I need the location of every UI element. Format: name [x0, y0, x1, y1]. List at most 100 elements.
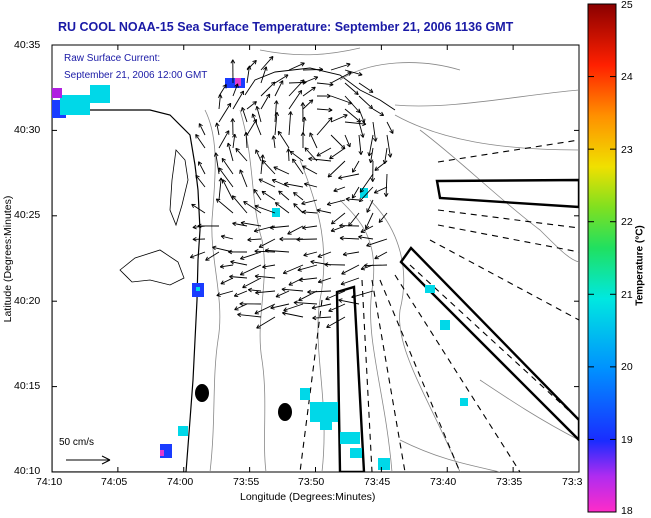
- current-vector-head: [351, 294, 355, 298]
- current-vector-head: [317, 256, 322, 258]
- current-vector-head: [302, 81, 307, 85]
- current-vector-head: [232, 221, 237, 224]
- current-vector: [372, 108, 384, 116]
- current-vector-head: [215, 152, 219, 157]
- current-vector: [293, 192, 304, 201]
- current-vector-head: [345, 196, 350, 200]
- current-vector-head: [269, 227, 274, 230]
- current-vector-head: [317, 279, 322, 283]
- current-vector-head: [216, 295, 221, 297]
- current-vector: [338, 299, 360, 305]
- current-vector-head: [288, 281, 292, 286]
- current-vector-head: [317, 253, 321, 258]
- current-vector: [296, 238, 318, 240]
- current-vector-head: [312, 315, 317, 319]
- current-vector-head: [249, 65, 252, 70]
- current-vector-head: [308, 156, 313, 160]
- current-vector-head: [195, 174, 200, 178]
- current-vector-head: [247, 289, 252, 293]
- sandy-hook-outline: [169, 149, 189, 227]
- current-vector-head: [360, 266, 365, 270]
- current-vector: [265, 249, 290, 253]
- current-vector: [216, 290, 234, 296]
- current-vector-head: [312, 317, 317, 321]
- current-vector-head: [254, 275, 259, 279]
- current-vector-head: [330, 117, 333, 122]
- current-vector-head: [276, 112, 280, 117]
- x-tick-label: 73:45: [364, 476, 391, 488]
- current-vector: [190, 251, 206, 258]
- current-vector-head: [216, 292, 220, 296]
- current-vector: [358, 95, 373, 110]
- current-vector-head: [229, 276, 233, 280]
- current-vector: [254, 303, 276, 315]
- current-vector-head: [302, 211, 306, 215]
- colorbar-tick-label: 19: [621, 434, 633, 446]
- current-vector: [345, 198, 360, 201]
- current-vector-head: [216, 198, 221, 201]
- current-vector: [237, 313, 262, 318]
- current-vector-head: [304, 116, 307, 121]
- current-vector: [303, 251, 318, 256]
- current-vector: [352, 160, 360, 173]
- current-vector-head: [253, 188, 258, 192]
- current-vector-head: [213, 152, 217, 157]
- colorbar-tick-label: 22: [621, 216, 633, 228]
- current-vector-head: [237, 312, 242, 315]
- current-vector-head: [290, 111, 293, 116]
- current-vector-head: [254, 205, 258, 210]
- current-vector: [358, 236, 374, 240]
- current-vector: [307, 290, 332, 293]
- current-vector: [262, 264, 276, 268]
- current-vector: [372, 121, 377, 142]
- current-vector-head: [365, 226, 370, 230]
- current-vector-head: [368, 158, 371, 163]
- current-vector: [277, 131, 290, 149]
- current-vector-head: [309, 132, 314, 136]
- current-vector-head: [311, 307, 316, 310]
- current-vector-head: [273, 100, 277, 105]
- current-vector-head: [298, 279, 303, 282]
- current-vector-head: [374, 169, 379, 171]
- current-vector-head: [289, 151, 293, 156]
- current-vector: [292, 158, 304, 175]
- current-vector-head: [316, 208, 321, 211]
- current-vector: [283, 303, 304, 311]
- current-vector-head: [345, 198, 350, 202]
- current-vector-head: [301, 62, 305, 67]
- current-vector-head: [296, 237, 301, 240]
- current-vector: [374, 251, 388, 260]
- current-vector: [195, 134, 206, 149]
- scale-label: 50 cm/s: [59, 437, 95, 448]
- current-vector-head: [212, 245, 217, 248]
- current-vector: [270, 303, 290, 309]
- current-vector-head: [327, 204, 332, 206]
- current-vector-head: [252, 59, 257, 63]
- current-vector: [232, 90, 244, 110]
- current-vector-head: [374, 255, 378, 259]
- current-vector: [246, 60, 257, 71]
- current-vector: [370, 147, 374, 163]
- current-vector-head: [266, 93, 270, 97]
- current-vector-head: [352, 195, 356, 199]
- current-vector-head: [370, 159, 374, 164]
- current-vector-head: [234, 83, 238, 87]
- current-vector-head: [286, 148, 289, 153]
- current-vector: [330, 114, 348, 123]
- current-vector-head: [310, 259, 315, 262]
- current-vector-head: [283, 307, 287, 311]
- current-vector: [302, 165, 318, 175]
- current-vector: [191, 203, 206, 214]
- current-vector: [278, 190, 290, 201]
- current-vector: [248, 289, 262, 292]
- current-vector-head: [234, 306, 238, 311]
- current-vector-head: [360, 268, 366, 271]
- current-vector-head: [362, 133, 365, 138]
- current-vector: [220, 277, 234, 285]
- x-tick-label: 73:50: [298, 476, 325, 488]
- current-vector: [302, 68, 323, 71]
- current-vector-head: [256, 324, 260, 329]
- current-vector: [288, 111, 292, 136]
- current-vector-head: [254, 250, 259, 254]
